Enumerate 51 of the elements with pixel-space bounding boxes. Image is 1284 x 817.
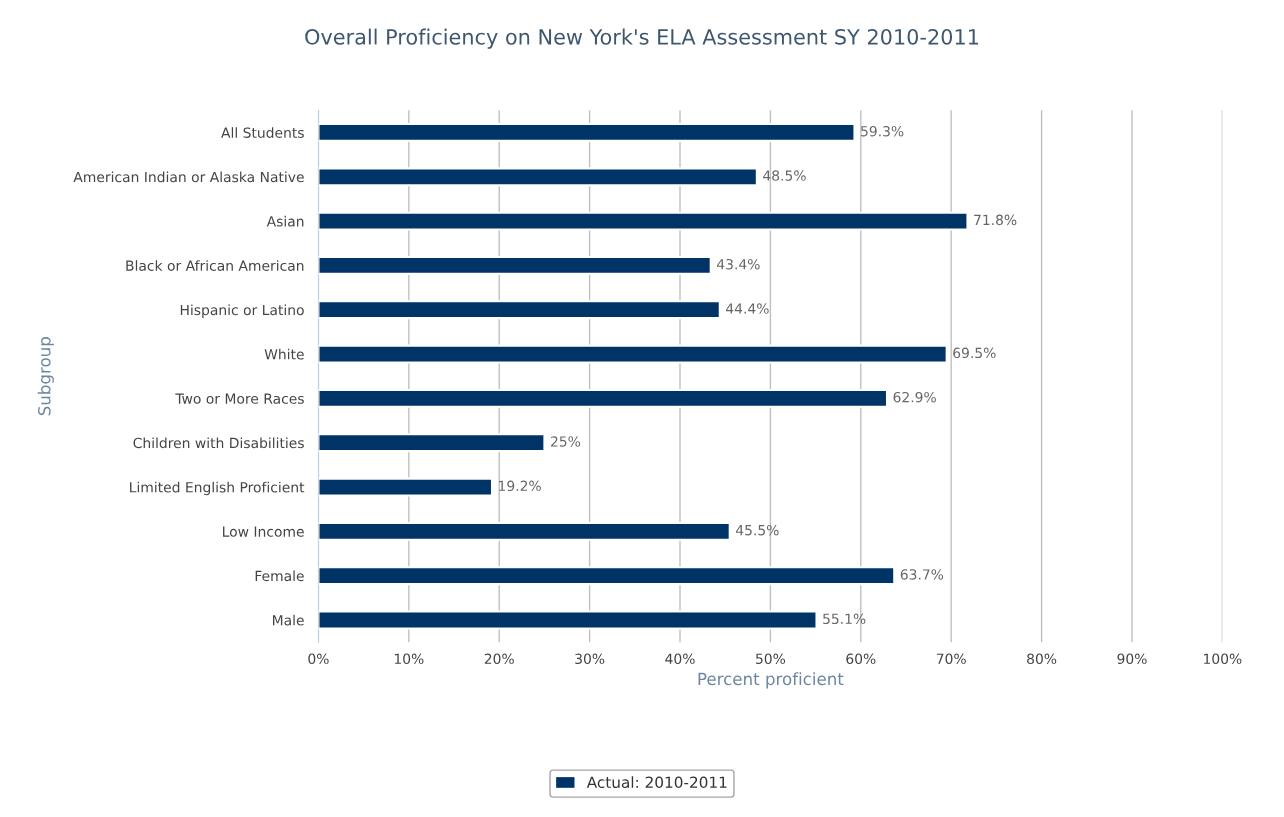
x-tick-label: 80% [1027, 653, 1057, 665]
x-tick-label: 50% [756, 653, 786, 665]
y-axis-title: Subgroup [37, 337, 54, 416]
data-label: 43.4% [716, 258, 760, 270]
y-tick-label: Two or More Races [175, 393, 304, 404]
x-tick-label: 10% [394, 653, 424, 665]
data-label: 63.7% [900, 569, 944, 580]
legend-label: Actual: 2010-2011 [586, 776, 727, 789]
data-label: 45.5% [735, 524, 779, 536]
y-tick-label: American Indian or Alaska Native [73, 171, 304, 183]
data-label: 55.1% [823, 613, 866, 625]
y-tick-label: Female [255, 570, 304, 582]
y-tick-label: Low Income [223, 526, 304, 537]
bar [318, 211, 969, 231]
x-tick-label: 90% [1117, 653, 1147, 665]
data-label: 69.5% [953, 347, 996, 359]
x-tick-label: 100% [1204, 653, 1242, 665]
x-tick-label: 0% [308, 653, 329, 665]
x-tick-label: 30% [575, 653, 605, 665]
y-tick-label: Black or African American [126, 260, 304, 271]
bar [318, 344, 948, 364]
bar [318, 122, 856, 142]
data-label: 19.2% [499, 480, 541, 492]
bar [318, 477, 494, 497]
x-axis-title: Percent proficient [698, 672, 844, 689]
x-tick-label: 60% [846, 653, 876, 665]
data-label: 25% [550, 436, 581, 447]
data-label: 59.3% [861, 125, 904, 137]
bar [318, 610, 818, 630]
y-tick-label: Limited English Proficient [130, 481, 305, 496]
bar [318, 255, 712, 275]
y-tick-label: Male [273, 614, 304, 626]
data-label: 71.8% [974, 214, 1017, 226]
data-label: 48.5% [763, 170, 806, 181]
x-tick-label: 40% [665, 653, 695, 665]
x-tick-label: 20% [484, 653, 514, 665]
y-tick-label: Children with Disabilities [133, 437, 304, 449]
data-label: 62.9% [893, 391, 936, 403]
y-tick-label: Hispanic or Latino [180, 304, 304, 318]
chart-title: Overall Proficiency on New York's ELA Assessment SY 2010-2011 [305, 28, 979, 49]
bar [318, 388, 889, 408]
bar [318, 566, 896, 586]
x-tick-label: 70% [936, 653, 966, 665]
y-tick-label: White [264, 348, 304, 360]
bar [318, 167, 758, 187]
y-tick-label: Asian [266, 215, 304, 227]
bar [318, 433, 546, 453]
bar [318, 300, 721, 320]
data-label: 44.4% [726, 303, 769, 314]
bar [318, 521, 731, 541]
y-tick-label: All Students [221, 127, 304, 138]
